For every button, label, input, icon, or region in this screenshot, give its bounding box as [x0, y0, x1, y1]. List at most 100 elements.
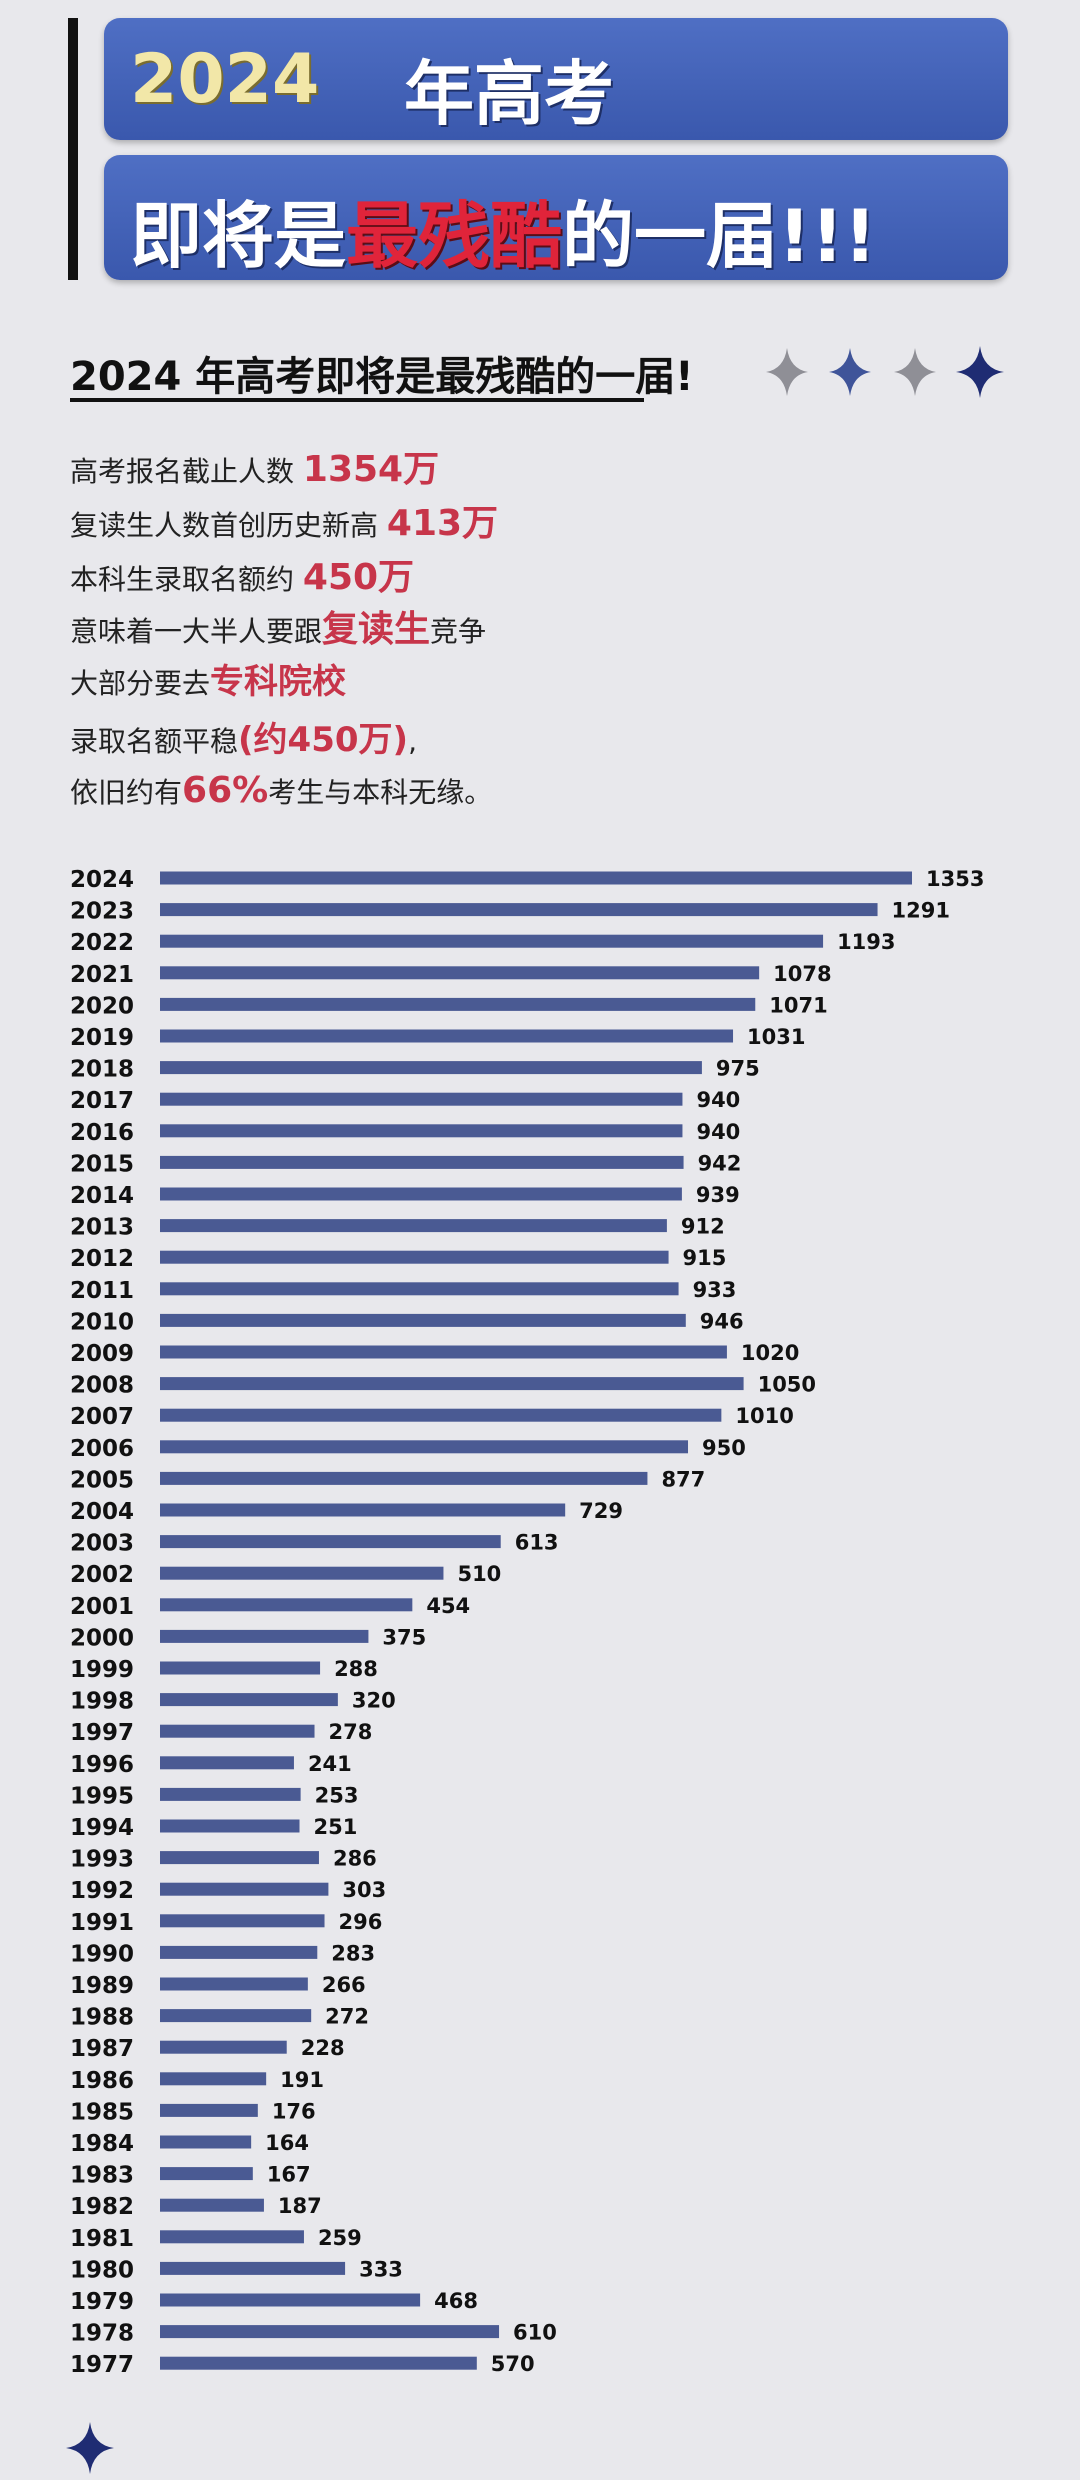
- year-tick-label: 1990: [70, 1941, 134, 1967]
- fact-emphasis: 专科院校: [210, 662, 347, 702]
- bar: [160, 2198, 264, 2212]
- bar-value-label: 946: [700, 1309, 744, 1333]
- bar-value-label: 942: [698, 1151, 742, 1175]
- year-tick-label: 2009: [70, 1341, 134, 1367]
- year-tick-label: 1995: [70, 1783, 134, 1809]
- bar-value-label: 454: [426, 1594, 470, 1618]
- year-tick-label: 2008: [70, 1373, 134, 1399]
- bar-value-label: 1291: [892, 899, 950, 923]
- year-tick-label: 1991: [70, 1910, 134, 1936]
- fact-line: 复读生人数首创历史新高 413万: [70, 494, 498, 546]
- sparkle-star-icon: [66, 2422, 114, 2474]
- bar: [160, 1945, 318, 1959]
- headline-post: 的一届!!!: [562, 194, 877, 278]
- year-tick-label: 1997: [70, 1720, 134, 1746]
- year-tick-label: 2018: [70, 1057, 134, 1083]
- bar-value-label: 375: [382, 1625, 426, 1649]
- bar: [160, 1092, 683, 1106]
- bar-value-label: 228: [301, 2036, 345, 2060]
- fact-text: 复读生人数首创历史新高: [70, 509, 387, 542]
- sparkle-star-icon: [894, 348, 936, 396]
- bar-value-label: 251: [314, 1815, 358, 1839]
- bar: [160, 2230, 304, 2244]
- year-tick-label: 2006: [70, 1436, 134, 1462]
- fact-emphasis: (约450万): [238, 720, 409, 760]
- bar: [160, 1851, 319, 1865]
- bar: [160, 871, 912, 885]
- title-banner-bottom: 即将是最残酷的一届!!!: [104, 155, 1008, 280]
- bar: [160, 2072, 267, 2086]
- bar-value-label: 1020: [741, 1341, 799, 1365]
- bar-value-label: 278: [329, 1720, 373, 1744]
- bar: [160, 1408, 722, 1422]
- bar: [160, 1914, 325, 1928]
- year-tick-label: 1982: [70, 2194, 134, 2220]
- sparkle-star-icon: [829, 348, 871, 396]
- year-tick-label: 2014: [70, 1183, 134, 1209]
- year-tick-label: 2002: [70, 1562, 134, 1588]
- fact-text-end: 竞争: [430, 615, 487, 648]
- year-tick-label: 1986: [70, 2068, 134, 2094]
- bar: [160, 1977, 308, 1991]
- bar: [160, 2135, 252, 2149]
- year-tick-label: 2001: [70, 1594, 134, 1620]
- bar: [160, 1061, 702, 1075]
- bar-value-label: 320: [352, 1689, 396, 1713]
- year-tick-label: 1999: [70, 1657, 134, 1683]
- bar-value-label: 1071: [769, 993, 827, 1017]
- bar: [160, 2261, 346, 2275]
- bar: [160, 1029, 734, 1043]
- year-tick-label: 2003: [70, 1531, 134, 1557]
- year-tick-label: 2017: [70, 1088, 134, 1114]
- bar-value-label: 1050: [758, 1373, 816, 1397]
- bar-value-label: 187: [278, 2194, 322, 2218]
- fact-text-end: 考生与本科无缘。: [268, 776, 493, 809]
- bar-value-label: 253: [315, 1783, 359, 1807]
- bar-value-label: 570: [491, 2352, 535, 2376]
- fact-line: 依旧约有66%考生与本科无缘。: [70, 770, 492, 811]
- year-tick-label: 1984: [70, 2131, 134, 2157]
- bar: [160, 997, 756, 1011]
- year-tick-label: 1983: [70, 2163, 134, 2189]
- bar-value-label: 266: [322, 1973, 366, 1997]
- bar-value-label: 613: [515, 1531, 559, 1555]
- year-tick-label: 1979: [70, 2289, 134, 2315]
- fact-text: 意味着一大半人要跟: [70, 615, 323, 648]
- year-tick-label: 2011: [70, 1278, 134, 1304]
- bar-value-label: 283: [331, 1941, 375, 1965]
- year-tick-label: 2022: [70, 930, 134, 956]
- fact-emphasis: 66%: [182, 770, 269, 811]
- fact-emphasis: 复读生: [322, 609, 431, 650]
- bar-value-label: 167: [267, 2163, 311, 2187]
- bar-value-label: 272: [325, 2005, 369, 2029]
- bar: [160, 934, 824, 948]
- year-tick-label: 2012: [70, 1246, 134, 1272]
- fact-text: 录取名额平稳: [70, 725, 239, 758]
- bar-value-label: 939: [696, 1183, 740, 1207]
- bar: [160, 903, 878, 917]
- bar-value-label: 729: [579, 1499, 623, 1523]
- bar-value-label: 191: [280, 2068, 324, 2092]
- bar: [160, 1503, 566, 1517]
- title-accent-bar: [68, 18, 78, 280]
- fact-text: 本科生录取名额约: [70, 563, 303, 596]
- fact-line: 意味着一大半人要跟复读生竞争: [70, 600, 486, 652]
- bar-value-label: 912: [681, 1215, 725, 1239]
- bar-value-label: 1193: [837, 930, 895, 954]
- bar: [160, 1787, 301, 1801]
- bar: [160, 1282, 679, 1296]
- year-tick-label: 2023: [70, 899, 134, 925]
- headline-pre: 即将是: [130, 194, 347, 278]
- section-subtitle: 2024 年高考即将是最残酷的一届!: [70, 354, 694, 400]
- bar-value-label: 510: [457, 1562, 501, 1586]
- bar-value-label: 286: [333, 1847, 377, 1871]
- year-tick-label: 1988: [70, 2005, 134, 2031]
- bar: [160, 1756, 294, 1770]
- bar: [160, 1155, 684, 1169]
- sparkle-star-icon: [956, 346, 1004, 398]
- bar: [160, 1882, 329, 1896]
- headline-highlight: 最残酷: [346, 194, 563, 278]
- bar-value-label: 1078: [773, 962, 831, 986]
- banner-headline: 即将是最残酷的一届!!!: [130, 177, 877, 282]
- year-tick-label: 2004: [70, 1499, 134, 1525]
